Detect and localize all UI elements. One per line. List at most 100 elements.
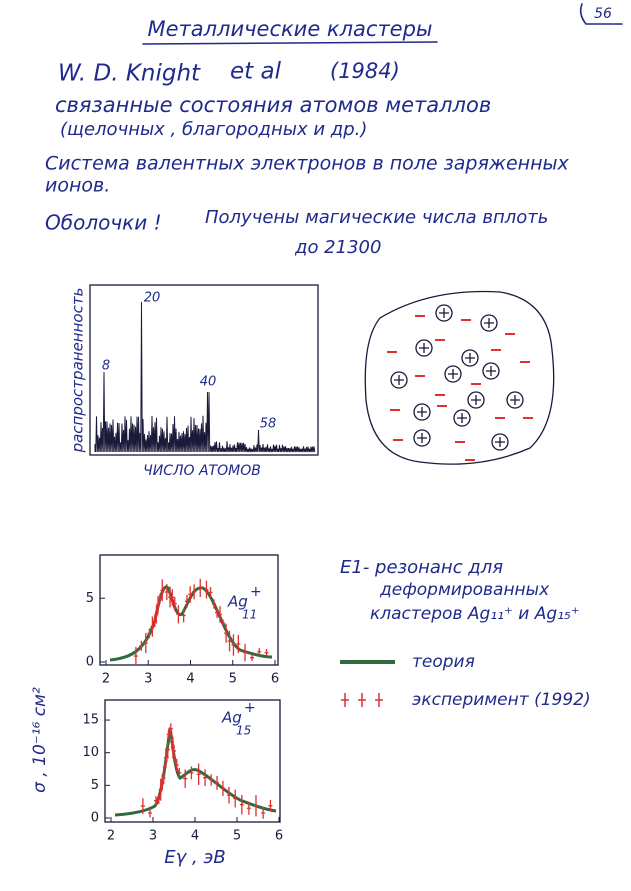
ion-plus [417,433,427,443]
experiment-point [231,634,236,656]
peak-label: 58 [260,417,277,432]
experiment-point [147,808,152,818]
ion [453,409,471,427]
legend-entry: эксперимент (1992) [412,690,591,710]
y-tick-label: 0 [86,655,94,670]
ion-plus [457,413,467,423]
experiment-point [170,589,175,606]
x-tick-label: 2 [107,829,115,844]
ion-plus [394,375,404,385]
experiment-point [243,643,248,662]
text-line: связанные состояния атомов металлов [55,93,491,117]
experiment-point [236,634,241,654]
year: (1984) [330,59,400,83]
title: Металлические кластеры [147,17,432,41]
experiment-point [181,608,186,623]
experiment-point [246,801,251,815]
ions [387,304,533,461]
ion-plus [495,437,505,447]
caption-line: деформированных [379,580,550,600]
experiment-point [177,768,182,778]
ion [413,429,431,447]
text-line: Система валентных электронов в поле заря… [45,153,570,175]
ion [435,304,453,322]
experiment-point [140,798,145,814]
x-tick-label: 5 [229,672,237,687]
experiment-point [176,605,181,624]
theory-curve [114,727,277,817]
experiment-point [208,586,213,598]
caption-line: E1- резонанс для [340,557,503,578]
ion-label: Ag [227,593,248,611]
peak-label: 20 [144,291,161,306]
text-line: до 21300 [294,237,381,258]
x-tick-label: 2 [102,672,110,687]
ion-plus [484,318,494,328]
x-tick-label: 4 [191,829,199,844]
experiment-point [164,583,169,601]
abundance-spectrum [94,301,316,453]
ion [482,362,500,380]
x-tick-label: 6 [275,829,283,844]
experiment-point [189,766,194,780]
experiment-point [198,578,203,597]
title-underline [142,41,438,45]
panel-frame [99,554,279,666]
experiment-point [239,794,244,815]
experiment-point [203,769,208,787]
ion [491,433,509,451]
y-tick-label: 15 [82,713,99,728]
x-tick-label: 6 [271,672,279,687]
ion-plus [465,353,475,363]
experiment-point [209,774,214,786]
legend-experiment-swatch [341,693,383,707]
cluster-outline [364,290,555,465]
experiment-point [174,758,179,772]
experiment-point [227,630,232,652]
ion-plus [510,395,520,405]
y-tick-label: 5 [91,778,99,793]
experiment-point [268,800,273,812]
ion-charge: + [250,584,262,600]
ion [413,403,431,421]
experiment-point [264,649,269,657]
text-line: ионов. [45,175,110,197]
resonance-x-label: Eγ , эВ [164,847,225,868]
experiment-point [154,605,159,624]
experiment-point [183,769,188,788]
x-tick-label: 5 [233,829,241,844]
ion-plus [471,395,481,405]
y-tick-label: 5 [86,591,94,606]
y-tick-label: 0 [91,811,99,826]
experiment-point [188,586,193,603]
experiment-point [221,619,226,627]
experiment-point [253,795,258,817]
experiment-point [224,623,229,643]
experiment-point [157,593,162,603]
experiment-point [196,763,201,786]
ion [444,365,462,383]
experiment-point [215,775,220,790]
experiment-point [192,584,197,600]
panel-frame [104,699,281,823]
page-number: 56 [594,6,612,22]
x-tick-label: 3 [149,829,157,844]
ion [415,339,433,357]
legend-cross [341,693,349,707]
abundance-frame [89,284,319,456]
experiment-point [150,616,155,637]
experiment-point [153,796,158,806]
experiment-point [143,632,148,654]
experiment-point [220,780,225,796]
page-number-bracket [579,3,623,25]
experiment-point [184,594,189,608]
experiment-point [172,596,177,611]
ion [506,391,524,409]
experiment-point [133,646,138,666]
abundance-y-label: распространенность [69,288,87,454]
ion [390,371,408,389]
ion-size: 15 [236,724,251,738]
caption-line: кластеров Ag₁₁⁺ и Ag₁₅⁺ [370,604,580,624]
